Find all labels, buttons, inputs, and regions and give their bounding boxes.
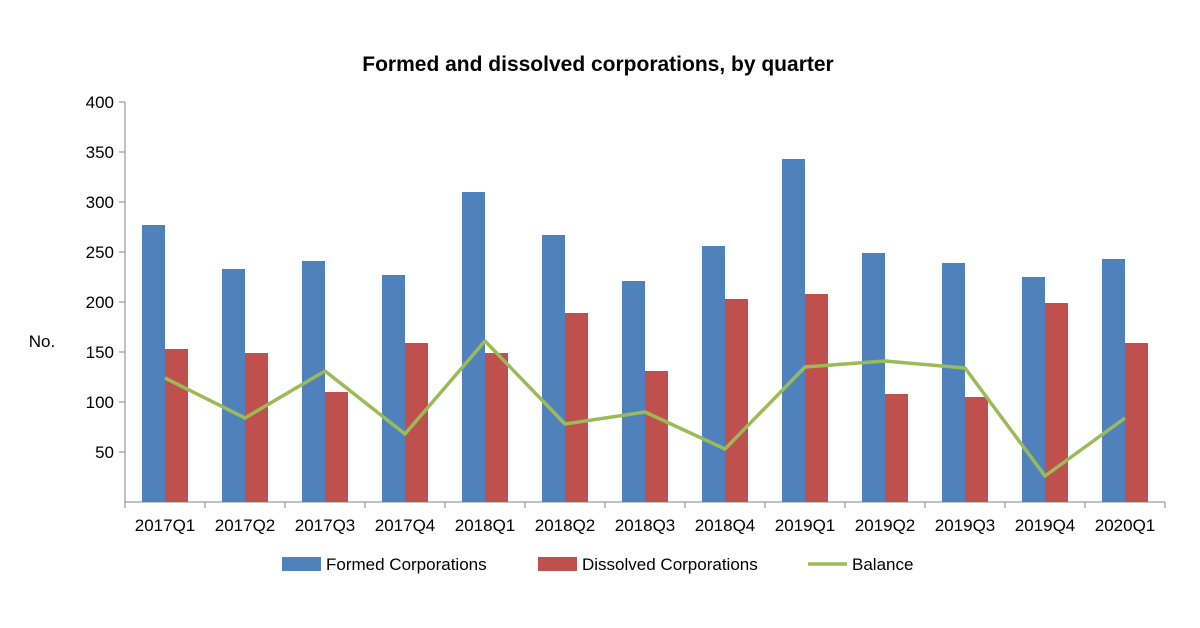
x-tick-label: 2017Q1 xyxy=(135,516,196,535)
formed-bar xyxy=(302,261,325,502)
formed-bar xyxy=(942,263,965,502)
y-axis-label: No. xyxy=(29,332,55,351)
formed-bar xyxy=(542,235,565,502)
y-tick-label: 200 xyxy=(86,293,114,312)
x-tick-label: 2017Q3 xyxy=(295,516,356,535)
formed-bar xyxy=(862,253,885,502)
formed-bar xyxy=(382,275,405,502)
formed-bar xyxy=(462,192,485,502)
legend-swatch xyxy=(282,557,321,571)
dissolved-bar xyxy=(645,371,668,502)
y-tick-label: 100 xyxy=(86,393,114,412)
y-tick-label: 350 xyxy=(86,143,114,162)
dissolved-bar xyxy=(805,294,828,502)
formed-bar xyxy=(1022,277,1045,502)
legend-label: Formed Corporations xyxy=(326,555,487,574)
x-tick-label: 2019Q4 xyxy=(1015,516,1076,535)
dissolved-bar xyxy=(725,299,748,502)
dissolved-bar xyxy=(485,353,508,502)
dissolved-bar xyxy=(1045,303,1068,502)
x-tick-label: 2018Q3 xyxy=(615,516,676,535)
legend-label: Balance xyxy=(852,555,913,574)
x-tick-label: 2020Q1 xyxy=(1095,516,1156,535)
plot-area: 50 100 150 200 250 300 350 400 2017Q1 2017Q2 2017Q… xyxy=(86,93,1166,535)
formed-bar xyxy=(622,281,645,502)
x-tick-label: 2018Q2 xyxy=(535,516,596,535)
x-tick-label: 2018Q4 xyxy=(695,516,756,535)
dissolved-bar xyxy=(325,392,348,502)
x-tick-label: 2019Q2 xyxy=(855,516,916,535)
formed-bar xyxy=(142,225,165,502)
dissolved-bar xyxy=(565,313,588,502)
formed-bar xyxy=(222,269,245,502)
legend-swatch xyxy=(538,557,577,571)
y-tick-label: 400 xyxy=(86,93,114,112)
formed-bar xyxy=(1102,259,1125,502)
dissolved-bar xyxy=(245,353,268,502)
y-tick-label: 150 xyxy=(86,343,114,362)
x-tick-label: 2019Q3 xyxy=(935,516,996,535)
formed-bar xyxy=(782,159,805,502)
legend-label: Dissolved Corporations xyxy=(582,555,758,574)
dissolved-bar xyxy=(165,349,188,502)
x-tick-label: 2017Q2 xyxy=(215,516,276,535)
dissolved-bar xyxy=(1125,343,1148,502)
y-tick-label: 300 xyxy=(86,193,114,212)
chart-title: Formed and dissolved corporations, by qu… xyxy=(362,53,833,76)
y-tick-label: 250 xyxy=(86,243,114,262)
balance-line xyxy=(164,339,1127,478)
dissolved-bar xyxy=(885,394,908,502)
x-tick-label: 2017Q4 xyxy=(375,516,436,535)
dissolved-bar xyxy=(965,397,988,502)
formed-bar xyxy=(702,246,725,502)
x-tick-label: 2018Q1 xyxy=(455,516,516,535)
legend: Formed Corporations Dissolved Corporation… xyxy=(282,555,913,574)
y-tick-label: 50 xyxy=(95,443,114,462)
x-tick-label: 2019Q1 xyxy=(775,516,836,535)
